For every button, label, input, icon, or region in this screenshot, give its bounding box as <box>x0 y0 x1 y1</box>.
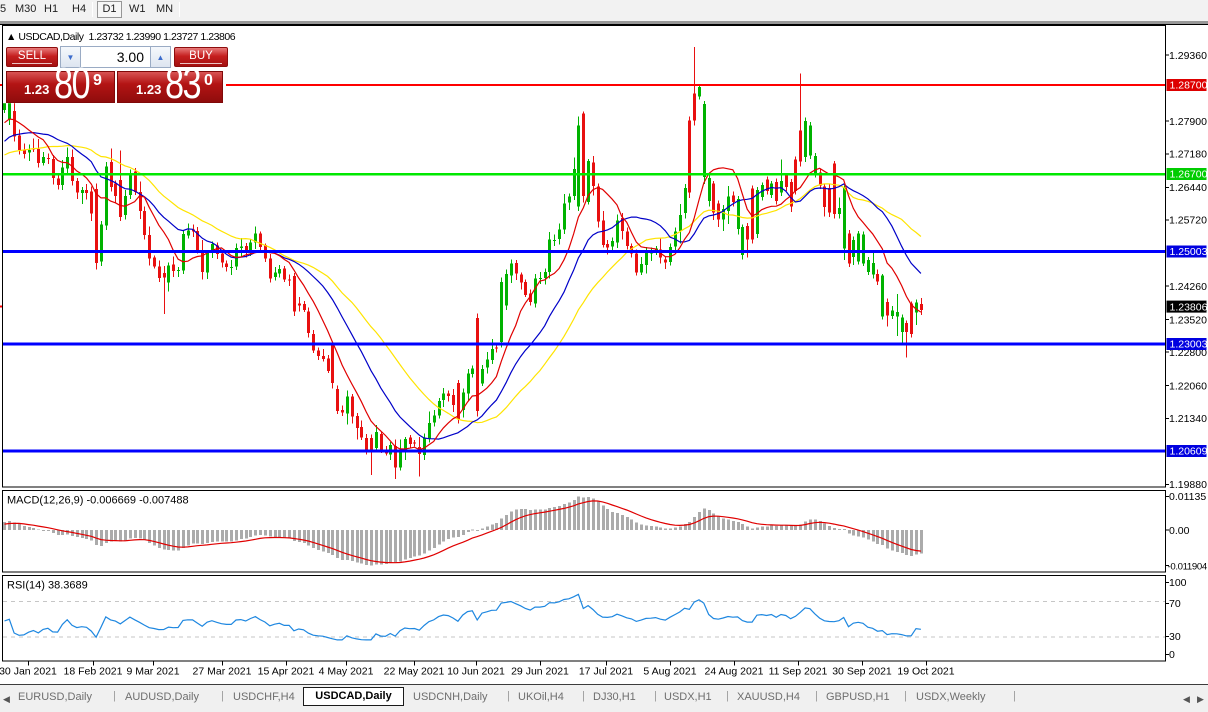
svg-text:100: 100 <box>1169 577 1187 589</box>
svg-text:1.24260: 1.24260 <box>1169 281 1207 293</box>
svg-text:10 Jun 2021: 10 Jun 2021 <box>447 666 505 678</box>
svg-text:17 Jul 2021: 17 Jul 2021 <box>579 666 633 678</box>
svg-text:1.21340: 1.21340 <box>1169 413 1207 425</box>
svg-text:1.23003: 1.23003 <box>1170 339 1208 351</box>
svg-text:0.00: 0.00 <box>1169 525 1190 537</box>
svg-text:29 Jun 2021: 29 Jun 2021 <box>511 666 569 678</box>
svg-text:1.25003: 1.25003 <box>1170 246 1208 258</box>
svg-text:27 Mar 2021: 27 Mar 2021 <box>193 666 252 678</box>
svg-text:22 May 2021: 22 May 2021 <box>384 666 445 678</box>
svg-text:1.26700: 1.26700 <box>1170 169 1208 181</box>
svg-text:-0.011904: -0.011904 <box>1168 561 1208 572</box>
svg-text:1.29360: 1.29360 <box>1169 50 1207 62</box>
svg-text:9 Mar 2021: 9 Mar 2021 <box>126 666 179 678</box>
svg-text:24 Aug 2021: 24 Aug 2021 <box>705 666 764 678</box>
svg-text:30 Jan 2021: 30 Jan 2021 <box>0 666 57 678</box>
svg-text:0.01135: 0.01135 <box>1169 491 1206 503</box>
svg-text:1.22060: 1.22060 <box>1169 380 1207 392</box>
svg-text:1.20609: 1.20609 <box>1170 446 1208 458</box>
svg-text:15 Apr 2021: 15 Apr 2021 <box>258 666 315 678</box>
svg-text:1.27180: 1.27180 <box>1169 149 1207 161</box>
svg-text:0: 0 <box>1169 649 1175 661</box>
svg-text:1.25720: 1.25720 <box>1169 215 1207 227</box>
svg-text:1.19880: 1.19880 <box>1169 479 1207 491</box>
svg-text:1.23520: 1.23520 <box>1169 314 1207 326</box>
svg-text:4 May 2021: 4 May 2021 <box>319 666 374 678</box>
svg-text:5 Aug 2021: 5 Aug 2021 <box>643 666 696 678</box>
svg-text:1.28700: 1.28700 <box>1170 80 1208 92</box>
svg-text:30 Sep 2021: 30 Sep 2021 <box>832 666 892 678</box>
svg-text:1.23806: 1.23806 <box>1170 301 1208 313</box>
svg-text:RSI(14) 38.3689: RSI(14) 38.3689 <box>7 580 88 592</box>
svg-text:19 Oct 2021: 19 Oct 2021 <box>897 666 954 678</box>
svg-text:MACD(12,26,9) -0.006669 -0.007: MACD(12,26,9) -0.006669 -0.007488 <box>7 494 189 506</box>
svg-text:18 Feb 2021: 18 Feb 2021 <box>64 666 123 678</box>
svg-text:11 Sep 2021: 11 Sep 2021 <box>769 666 828 678</box>
svg-text:30: 30 <box>1169 631 1181 643</box>
svg-text:70: 70 <box>1169 598 1181 610</box>
svg-text:1.26440: 1.26440 <box>1169 182 1207 194</box>
svg-text:1.27900: 1.27900 <box>1169 116 1207 128</box>
